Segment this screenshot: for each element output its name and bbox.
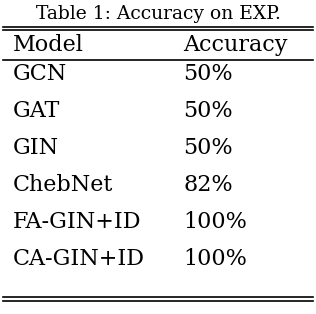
Text: 82%: 82% [183,174,233,196]
Text: 100%: 100% [183,211,247,233]
Text: FA-GIN+ID: FA-GIN+ID [13,211,141,233]
Text: GIN: GIN [13,137,59,159]
Text: Table 1: Accuracy on EXP.: Table 1: Accuracy on EXP. [36,5,280,23]
Text: 100%: 100% [183,248,247,270]
Text: 50%: 50% [183,137,233,159]
Text: GCN: GCN [13,63,67,85]
Text: ChebNet: ChebNet [13,174,113,196]
Text: 50%: 50% [183,100,233,122]
Text: 50%: 50% [183,63,233,85]
Text: Accuracy: Accuracy [183,34,288,56]
Text: GAT: GAT [13,100,60,122]
Text: CA-GIN+ID: CA-GIN+ID [13,248,145,270]
Text: Model: Model [13,34,83,56]
